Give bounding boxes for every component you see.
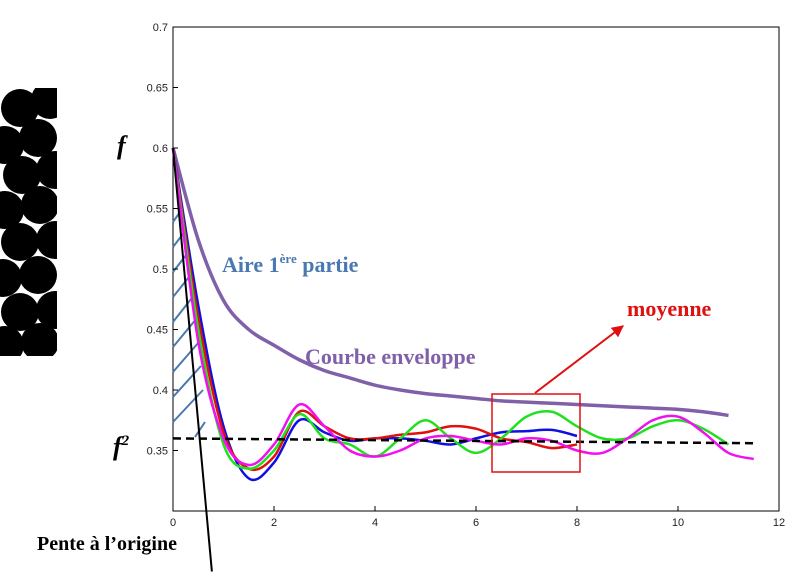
f2-sup: 2 <box>121 433 130 449</box>
x-tick-label: 8 <box>574 517 580 529</box>
aire-sup: ère <box>280 251 297 266</box>
enveloppe-label: Courbe enveloppe <box>305 344 476 369</box>
y-tick-label: 0.55 <box>147 204 168 216</box>
aire-after: partie <box>297 252 359 277</box>
zoom-box <box>491 393 581 473</box>
tangent-line <box>172 147 213 572</box>
x-tick-label: 12 <box>773 517 785 529</box>
y-tick-label: 0.7 <box>153 22 168 34</box>
f-label: f <box>117 131 128 160</box>
y-tick-label: 0.5 <box>153 264 168 276</box>
envelope-curve <box>171 147 729 418</box>
mean-line <box>172 437 754 445</box>
series-line <box>171 147 578 472</box>
pente-label: Pente à l’origine <box>37 533 177 555</box>
aire-before: Aire 1 <box>222 252 280 277</box>
plot <box>171 147 755 572</box>
particle-image <box>0 88 57 356</box>
series-line <box>171 147 755 467</box>
arrow <box>534 325 624 394</box>
y-tick-label: 0.45 <box>147 325 168 337</box>
f2-label: f2 <box>113 432 130 461</box>
y-tick-label: 0.35 <box>147 446 168 458</box>
x-tick-label: 2 <box>271 517 277 529</box>
x-tick-label: 6 <box>473 517 479 529</box>
y-tick-label: 0.4 <box>153 385 168 397</box>
y-tick-label: 0.65 <box>147 83 168 95</box>
y-tick-label: 0.6 <box>153 143 168 155</box>
x-tick-label: 10 <box>672 517 684 529</box>
hatching <box>172 211 206 438</box>
f2-base: f <box>113 432 124 461</box>
x-tick-label: 4 <box>372 517 378 529</box>
aire-label: Aire 1ère partie <box>222 251 359 277</box>
moyenne-label: moyenne <box>627 296 712 321</box>
x-tick-label: 0 <box>170 517 176 529</box>
